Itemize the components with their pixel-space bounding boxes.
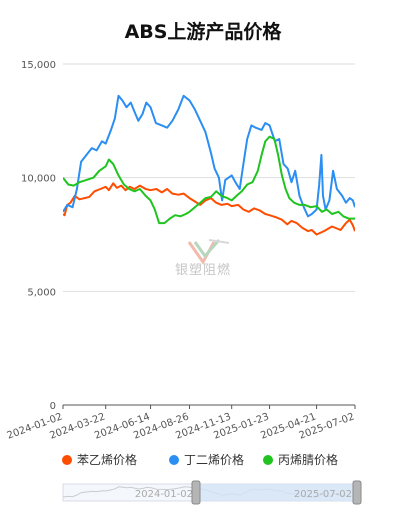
slider-start-label: 2024-01-02: [135, 489, 193, 500]
legend-item-1[interactable]: 苯乙烯价格: [62, 452, 137, 467]
slider-end-label: 2025-07-02: [294, 489, 352, 500]
slider-right-handle[interactable]: [352, 480, 362, 505]
watermark-text: 银塑阻燃: [175, 262, 231, 278]
series-line-2: [63, 94, 355, 218]
legend-item-3[interactable]: 丙烯腈价格: [263, 452, 338, 467]
legend-marker: [263, 455, 273, 465]
data-zoom-slider[interactable]: 2024-01-02 2025-07-02: [62, 480, 362, 505]
legend-label: 苯乙烯价格: [77, 452, 137, 467]
chart-title: ABS上游产品价格: [125, 20, 283, 43]
legend: 苯乙烯价格 丁二烯价格 丙烯腈价格: [62, 452, 338, 467]
legend-marker: [169, 455, 179, 465]
series-line-3: [63, 135, 355, 225]
y-tick-label: 10,000: [21, 174, 56, 185]
legend-label: 丁二烯价格: [184, 452, 244, 467]
y-axis-ticks: 0 5,000 10,000 15,000: [21, 60, 56, 412]
series-line-1: [63, 182, 355, 236]
x-axis-ticks: 2024-01-022024-03-222024-06-142024-08-26…: [6, 405, 356, 442]
y-tick-label: 0: [50, 401, 56, 412]
legend-item-2[interactable]: 丁二烯价格: [169, 452, 244, 467]
y-tick-label: 15,000: [21, 60, 56, 71]
legend-label: 丙烯腈价格: [278, 452, 338, 467]
legend-marker: [62, 455, 72, 465]
series-lines: [63, 94, 355, 236]
watermark-logo: [187, 239, 230, 265]
slider-left-handle[interactable]: [191, 480, 201, 505]
grid-lines: [63, 63, 355, 292]
slider-selected-range: [197, 484, 358, 501]
y-tick-label: 5,000: [27, 287, 56, 298]
